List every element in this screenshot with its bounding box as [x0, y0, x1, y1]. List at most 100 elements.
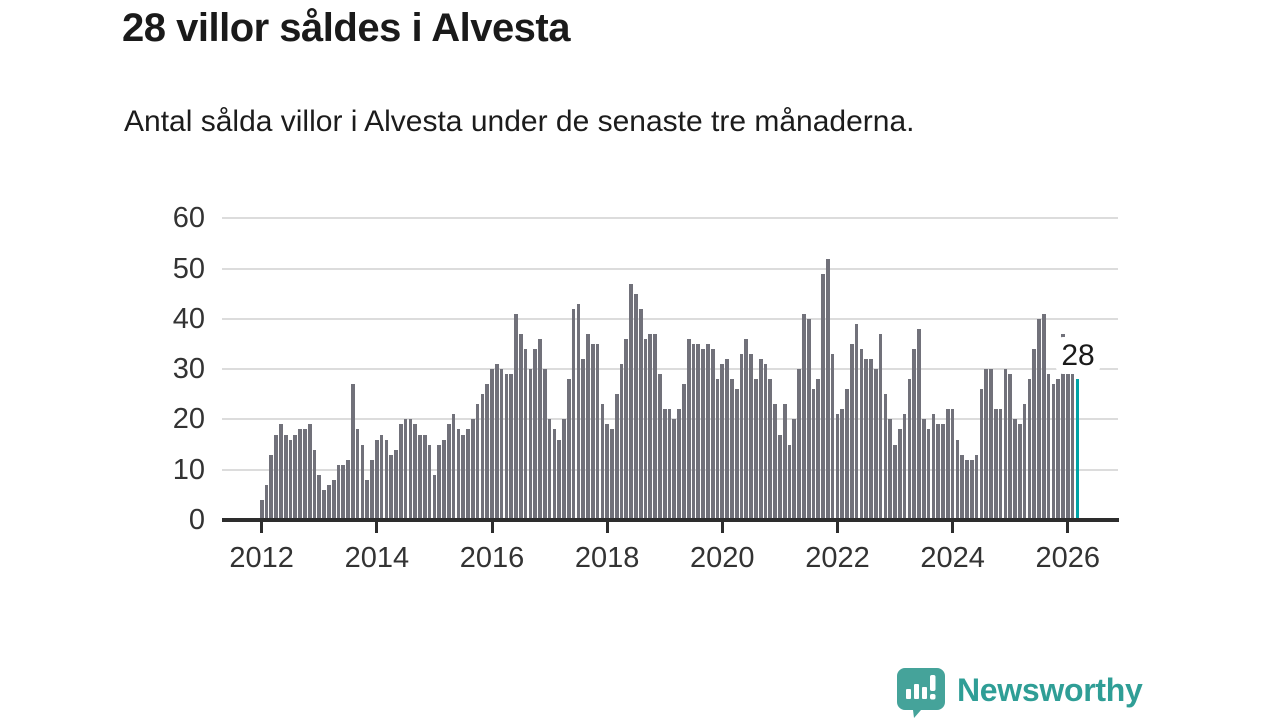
x-axis-label: 2014 [344, 542, 410, 574]
bar [931, 414, 936, 520]
bar [547, 419, 552, 520]
x-axis-label: 2022 [805, 542, 870, 574]
bar [586, 333, 590, 520]
bar [619, 364, 624, 520]
bar [442, 439, 446, 520]
bar [965, 459, 969, 520]
bar [993, 409, 998, 520]
bar [859, 349, 864, 520]
bar [979, 389, 984, 520]
bar [950, 409, 955, 520]
bar [293, 434, 298, 520]
bar [897, 429, 902, 520]
x-axis-tick [605, 521, 609, 533]
bar [1065, 369, 1070, 520]
bar [379, 434, 384, 520]
y-axis-label: 60 [172, 202, 205, 235]
bar [864, 359, 869, 520]
bar [763, 364, 768, 520]
bar [826, 258, 830, 520]
bar [720, 364, 725, 520]
bar [351, 384, 355, 520]
page-title: 28 villor såldes i Alvesta [122, 6, 571, 50]
bar [1017, 424, 1022, 520]
bar [816, 379, 821, 520]
bar [614, 394, 619, 520]
bar [989, 369, 993, 520]
bar [960, 454, 965, 520]
bar [1013, 419, 1017, 520]
bar [398, 424, 403, 520]
bar [533, 349, 538, 520]
bar [730, 379, 734, 520]
bar [893, 444, 897, 520]
bar [298, 429, 302, 520]
bar [470, 419, 475, 520]
bar [566, 379, 571, 520]
bar [1037, 318, 1041, 520]
bar [1032, 349, 1036, 520]
y-axis-label: 30 [172, 353, 205, 386]
bar [653, 333, 657, 520]
bar [1022, 404, 1027, 520]
bar [658, 374, 662, 520]
bar [437, 444, 442, 520]
bar [365, 479, 370, 520]
bar [768, 379, 773, 520]
bar [691, 344, 696, 520]
bar [941, 424, 945, 520]
bar [1070, 369, 1075, 520]
bar [283, 434, 288, 520]
bar [634, 293, 638, 520]
bar [969, 459, 974, 520]
bar [686, 338, 691, 520]
bar [643, 338, 648, 520]
bar [475, 404, 480, 520]
y-axis-label: 40 [172, 302, 205, 335]
bar [835, 414, 840, 520]
bar [336, 464, 341, 520]
bar [1061, 333, 1065, 520]
bar [710, 349, 715, 520]
bar [682, 384, 686, 520]
x-axis-label: 2018 [574, 542, 640, 574]
bar [355, 429, 360, 520]
bar [552, 429, 557, 520]
bar [754, 379, 758, 520]
bar [869, 359, 873, 520]
bar [327, 484, 331, 520]
bar [370, 459, 374, 520]
bar [461, 434, 466, 520]
bar [595, 344, 600, 520]
bar [408, 419, 413, 520]
gridline [222, 317, 1118, 320]
bar [413, 424, 418, 520]
x-axis-label: 2016 [459, 542, 525, 574]
bar [384, 439, 389, 520]
x-axis-label: 2024 [920, 542, 985, 574]
bar [811, 389, 816, 520]
bar [494, 364, 499, 520]
bar [998, 409, 1003, 520]
y-axis-label: 20 [172, 403, 205, 436]
bar [1008, 374, 1013, 520]
x-axis-label: 2020 [690, 542, 755, 574]
bar [1003, 369, 1008, 520]
x-axis-tick [951, 521, 955, 533]
bar [322, 489, 326, 520]
bar [758, 359, 763, 520]
bar [1056, 379, 1060, 520]
bar [346, 459, 350, 520]
bar [629, 283, 633, 520]
bar [706, 344, 710, 520]
bar [662, 409, 667, 520]
bar [490, 369, 494, 520]
bar [830, 354, 835, 520]
bar [590, 344, 595, 520]
bar [514, 313, 518, 520]
value-callout: 28 [1056, 337, 1100, 374]
newsworthy-logo-text: Newsworthy [957, 672, 1143, 708]
bar [274, 434, 278, 520]
bar [576, 303, 581, 520]
bar [303, 429, 307, 520]
